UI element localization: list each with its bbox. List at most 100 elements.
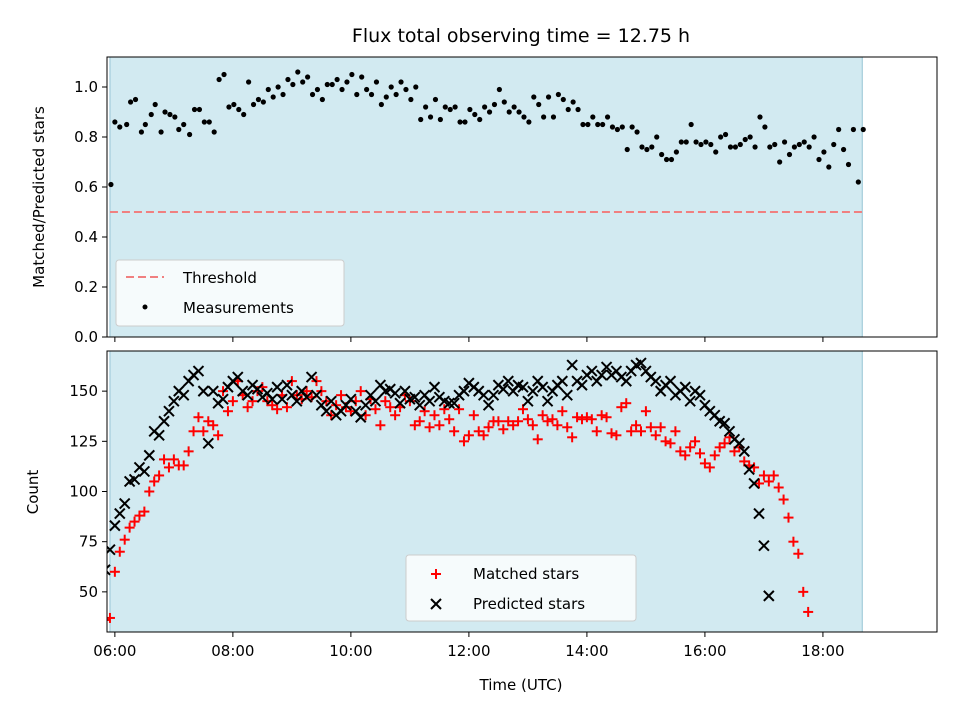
measurement-point <box>176 127 181 132</box>
legend-bottom: Matched stars Predicted stars <box>406 555 636 621</box>
legend-top: Threshold Measurements <box>116 260 344 326</box>
x-ticks-bottom: 06:00 08:00 10:00 12:00 14:00 16:00 18:00 <box>93 632 844 660</box>
measurement-point <box>310 92 315 97</box>
measurement-point <box>285 77 290 82</box>
x-bottom-tick-label: 10:00 <box>329 642 372 660</box>
measurement-point <box>512 104 517 109</box>
y-top-tick-label: 0.4 <box>74 228 98 246</box>
measurement-point <box>507 109 512 114</box>
measurement-point <box>167 112 172 117</box>
measurement-point <box>276 84 281 89</box>
measurement-point <box>659 152 664 157</box>
measurement-point <box>585 122 590 127</box>
measurement-point <box>433 97 438 102</box>
measurement-point <box>497 87 502 92</box>
measurement-point <box>841 147 846 152</box>
measurement-point <box>649 144 654 149</box>
measurement-point <box>698 142 703 147</box>
measurement-point <box>620 124 625 129</box>
measurement-point <box>851 127 856 132</box>
measurement-point <box>403 87 408 92</box>
measurement-point <box>669 157 674 162</box>
legend-threshold-label: Threshold <box>182 269 257 287</box>
measurement-point <box>467 107 472 112</box>
y-ticks-bottom: 5075100125150 <box>69 382 107 601</box>
measurement-point <box>836 127 841 132</box>
measurement-point <box>679 139 684 144</box>
measurement-point <box>320 97 325 102</box>
measurement-point <box>861 127 866 132</box>
measurement-point <box>787 152 792 157</box>
measurement-point <box>546 94 551 99</box>
measurement-point <box>212 129 217 134</box>
measurement-point <box>713 149 718 154</box>
measurement-point <box>217 77 222 82</box>
measurement-point <box>379 102 384 107</box>
measurement-point <box>124 122 129 127</box>
y-top-tick-label: 0.8 <box>74 128 98 146</box>
x-bottom-tick-label: 14:00 <box>565 642 608 660</box>
measurement-point <box>162 109 167 114</box>
measurement-point <box>149 112 154 117</box>
measurement-point <box>723 132 728 137</box>
x-bottom-tick-label: 12:00 <box>447 642 490 660</box>
measurement-point <box>605 114 610 119</box>
y-bottom-tick-label: 50 <box>79 583 98 601</box>
measurement-point <box>226 104 231 109</box>
measurement-point <box>172 114 177 119</box>
measurement-point <box>821 149 826 154</box>
matched-star-point <box>100 615 110 625</box>
measurement-point <box>108 182 113 187</box>
x-bottom-tick-label: 16:00 <box>683 642 726 660</box>
measurement-point <box>305 74 310 79</box>
measurement-point <box>856 179 861 184</box>
measurement-point <box>693 139 698 144</box>
measurement-point <box>207 119 212 124</box>
y-top-tick-label: 1.0 <box>74 78 98 96</box>
flux-figure: Flux total observing time = 12.75 h 0.00… <box>0 0 960 720</box>
measurement-point <box>139 129 144 134</box>
measurement-point <box>521 114 526 119</box>
measurement-point <box>526 119 531 124</box>
measurement-point <box>571 99 576 104</box>
measurement-point <box>266 87 271 92</box>
measurement-point <box>158 129 163 134</box>
measurement-point <box>349 72 354 77</box>
legend-predicted-label: Predicted stars <box>473 595 585 613</box>
measurement-point <box>315 87 320 92</box>
measurement-point <box>566 107 571 112</box>
measurement-point <box>280 92 285 97</box>
measurement-point <box>295 69 300 74</box>
measurement-point <box>300 79 305 84</box>
measurement-point <box>354 92 359 97</box>
measurement-point <box>674 149 679 154</box>
measurement-point <box>826 164 831 169</box>
measurement-point <box>133 97 138 102</box>
measurement-point <box>752 144 757 149</box>
x-bottom-tick-label: 08:00 <box>211 642 254 660</box>
measurement-point <box>831 142 836 147</box>
measurement-point <box>438 117 443 122</box>
measurement-point <box>728 144 733 149</box>
measurement-point <box>418 117 423 122</box>
predicted-star-point <box>100 565 110 575</box>
x-bottom-tick-label: 06:00 <box>93 642 136 660</box>
measurement-point <box>541 114 546 119</box>
measurement-point <box>271 94 276 99</box>
measurement-point <box>325 82 330 87</box>
measurement-point <box>639 144 644 149</box>
measurement-point <box>733 144 738 149</box>
measurement-point <box>684 139 689 144</box>
measurement-point <box>192 107 197 112</box>
measurement-point <box>590 114 595 119</box>
measurement-point <box>556 92 561 97</box>
measurement-point <box>482 104 487 109</box>
legend-measurement-swatch <box>143 305 148 310</box>
measurement-point <box>757 114 762 119</box>
measurement-point <box>772 142 777 147</box>
measurement-point <box>531 94 536 99</box>
measurement-point <box>221 72 226 77</box>
measurement-point <box>408 97 413 102</box>
measurement-point <box>339 87 344 92</box>
measurement-point <box>236 107 241 112</box>
